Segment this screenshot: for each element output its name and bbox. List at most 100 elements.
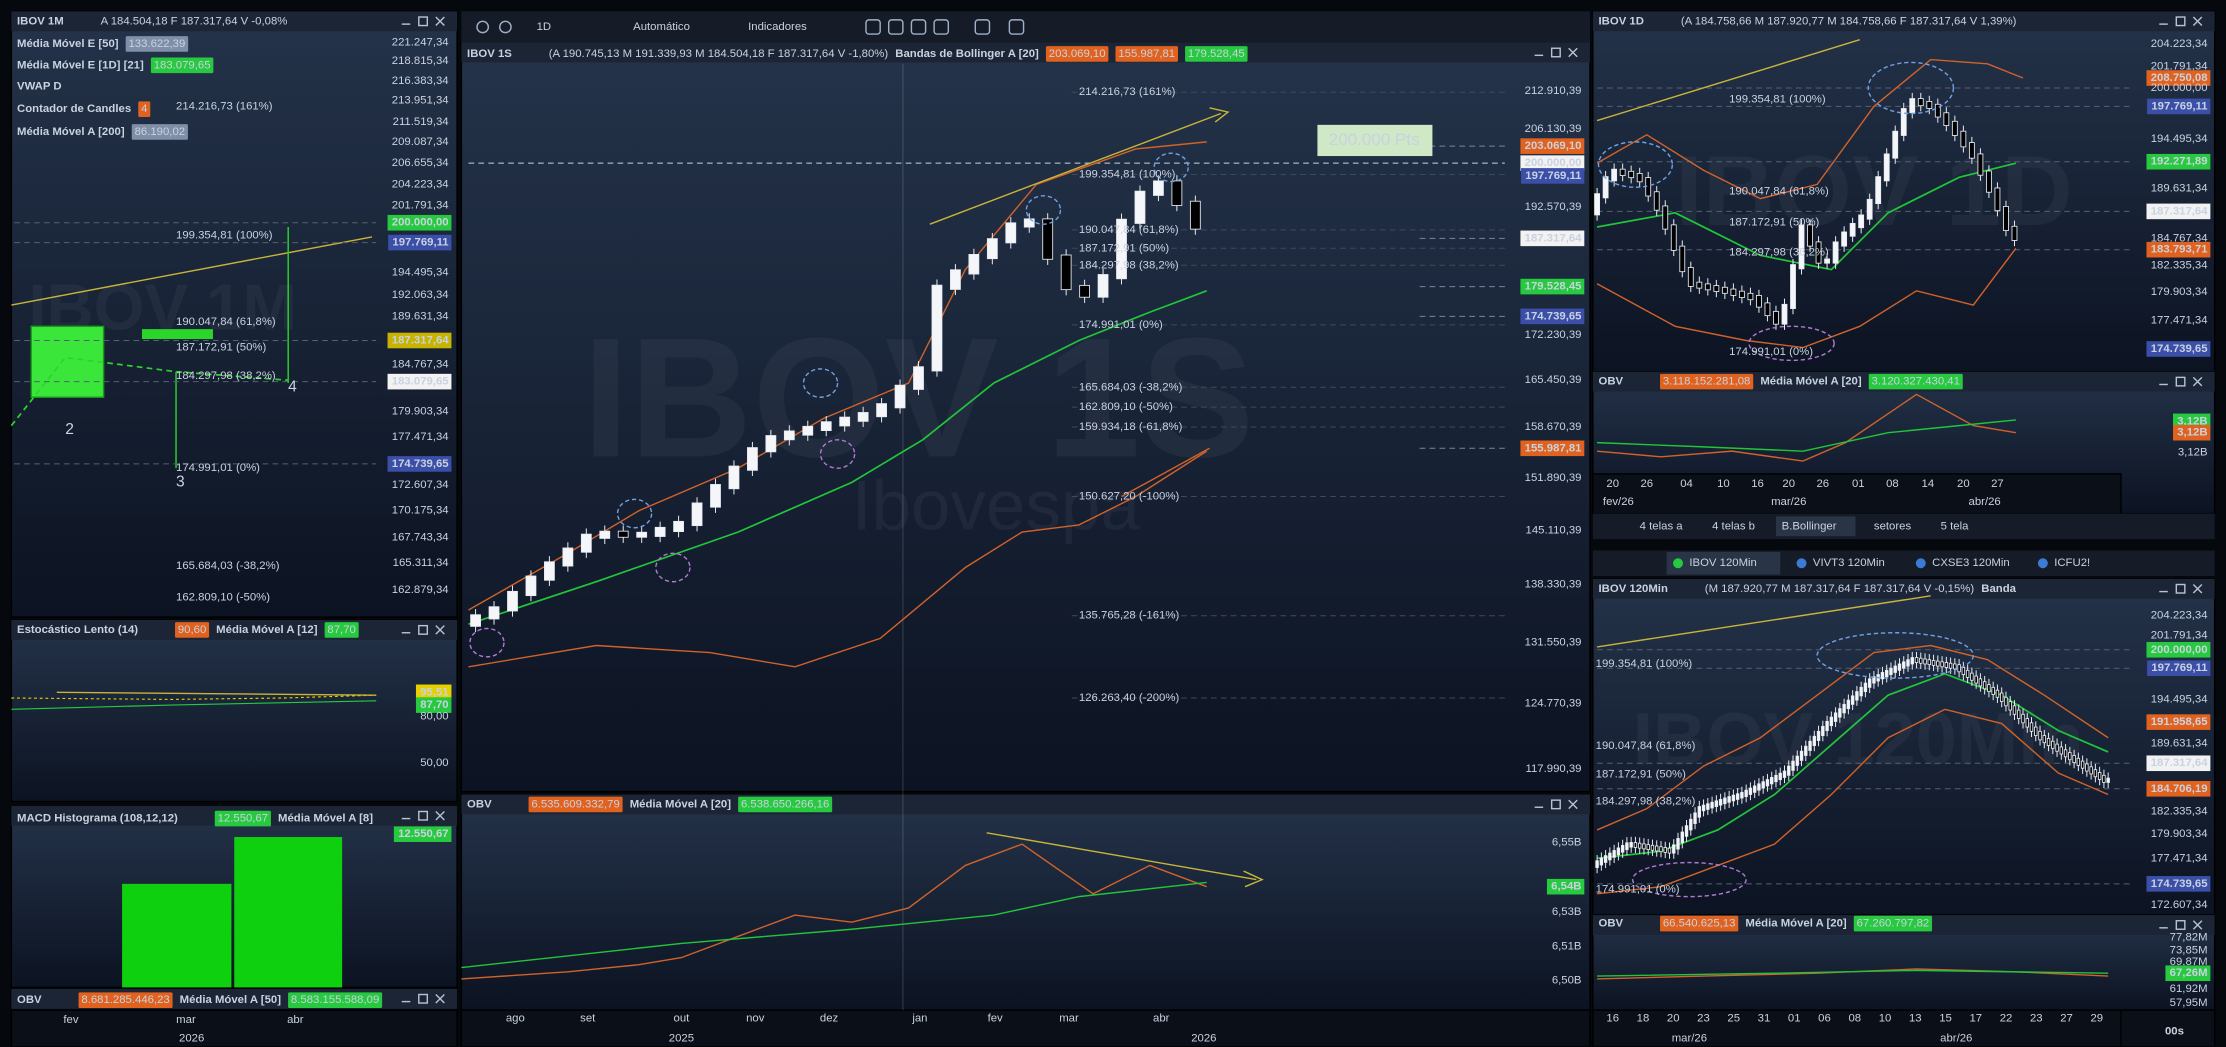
candle bbox=[507, 590, 518, 612]
price-label: 165.450,39 bbox=[1525, 374, 1582, 386]
badge-value: 6.538.650.266,16 bbox=[741, 798, 829, 810]
window-maximize[interactable] bbox=[418, 810, 429, 821]
price-label: 212.910,39 bbox=[1525, 85, 1582, 97]
badge-value: 86.190,02 bbox=[135, 126, 185, 138]
fibonacci-label: 187.172,91 (50%) bbox=[1729, 217, 1819, 229]
time-label: 13 bbox=[1909, 1013, 1922, 1025]
candle bbox=[1697, 806, 1702, 818]
price-label: 61,92M bbox=[2170, 983, 2208, 995]
panel-header-bar bbox=[1592, 578, 2215, 599]
time-label: mar bbox=[176, 1014, 196, 1026]
window-close[interactable] bbox=[2192, 584, 2203, 594]
tool-icon[interactable] bbox=[476, 20, 490, 34]
window-maximize[interactable] bbox=[1550, 47, 1561, 58]
chart-tab[interactable]: CXSE3 120Min bbox=[1932, 557, 2010, 569]
candle bbox=[1812, 735, 1817, 746]
time-label: 23 bbox=[1697, 1013, 1710, 1025]
candle bbox=[783, 430, 795, 441]
window-close[interactable] bbox=[2192, 376, 2203, 387]
candle bbox=[1710, 801, 1714, 809]
candle bbox=[1689, 818, 1693, 831]
candle bbox=[1829, 716, 1834, 727]
toolbar-button[interactable]: Automático bbox=[633, 21, 690, 33]
tool-icon[interactable] bbox=[865, 19, 881, 35]
window-maximize[interactable] bbox=[418, 993, 429, 1004]
time-axis bbox=[460, 1009, 1591, 1047]
tab[interactable]: 4 telas b bbox=[1712, 520, 1755, 532]
time-label: 20 bbox=[1606, 478, 1619, 490]
window-close[interactable] bbox=[2192, 16, 2203, 27]
price-label: 218.815,34 bbox=[392, 55, 449, 67]
chart-tab[interactable]: IBOV 120Min bbox=[1689, 557, 1756, 569]
window-maximize[interactable] bbox=[418, 16, 429, 27]
chart-tab[interactable]: VIVT3 120Min bbox=[1813, 557, 1885, 569]
panel-header: IBOV 1M bbox=[17, 15, 64, 27]
price-label: 138.330,39 bbox=[1525, 579, 1582, 591]
window-close[interactable] bbox=[1568, 47, 1578, 58]
window-maximize[interactable] bbox=[2175, 583, 2186, 594]
candle bbox=[1672, 844, 1676, 854]
trend-line bbox=[929, 112, 1222, 225]
fibonacci-label: 187.172,91 (50%) bbox=[1596, 769, 1686, 781]
badge bbox=[78, 992, 173, 1008]
window-close[interactable] bbox=[435, 810, 445, 821]
candle bbox=[1633, 842, 1638, 848]
obv-average bbox=[1597, 419, 2016, 452]
candle bbox=[1752, 785, 1757, 793]
time-axis bbox=[1592, 1009, 2216, 1047]
window-maximize[interactable] bbox=[2175, 920, 2186, 930]
price-badge bbox=[2146, 70, 2211, 86]
tool-icon[interactable] bbox=[933, 19, 950, 35]
window-maximize[interactable] bbox=[2175, 376, 2186, 387]
fibonacci-label: 199.354,81 (100%) bbox=[1079, 169, 1176, 181]
price-label: 201.791,34 bbox=[2151, 630, 2208, 642]
window-close[interactable] bbox=[2192, 920, 2203, 930]
window-close[interactable] bbox=[435, 625, 445, 635]
time-label: set bbox=[580, 1013, 596, 1025]
tab[interactable]: setores bbox=[1874, 520, 1912, 532]
tool-icon[interactable] bbox=[499, 20, 512, 34]
window-maximize[interactable] bbox=[2175, 16, 2186, 27]
highlight-ellipse bbox=[1748, 325, 1835, 362]
window-close[interactable] bbox=[1568, 799, 1578, 810]
candle bbox=[1625, 842, 1629, 851]
price-badge-label: 187.317,64 bbox=[392, 334, 449, 346]
toolbar-button[interactable]: Indicadores bbox=[748, 21, 807, 33]
candle bbox=[1883, 153, 1890, 182]
candle bbox=[1679, 245, 1686, 273]
window-maximize[interactable] bbox=[1550, 799, 1561, 810]
badge-value: 3.120.327.430,41 bbox=[1872, 376, 1960, 388]
candle bbox=[1662, 205, 1669, 230]
candle bbox=[2003, 205, 2009, 231]
price-label: 3,12B bbox=[2178, 447, 2208, 459]
candle bbox=[950, 269, 961, 290]
tool-icon[interactable] bbox=[974, 19, 991, 35]
candle bbox=[1603, 855, 1608, 863]
window-close[interactable] bbox=[435, 16, 445, 27]
tab[interactable]: 5 tela bbox=[1941, 520, 1969, 532]
price-badge bbox=[2146, 780, 2211, 797]
window-close[interactable] bbox=[435, 994, 445, 1004]
fibonacci-label: 199.354,81 (100%) bbox=[1596, 658, 1693, 670]
candle bbox=[1953, 663, 1957, 670]
tool-icon[interactable] bbox=[1008, 19, 1025, 35]
time-label: 10 bbox=[1717, 478, 1730, 490]
price-label: 124.770,39 bbox=[1525, 698, 1582, 710]
tool-icon[interactable] bbox=[887, 19, 904, 35]
tab[interactable]: B.Bollinger bbox=[1782, 520, 1837, 532]
time-label: 27 bbox=[1991, 478, 2004, 490]
watermark-sub: Ibovespa bbox=[852, 466, 1141, 545]
candle bbox=[617, 530, 629, 538]
candle bbox=[2025, 718, 2029, 728]
tab[interactable]: 4 telas a bbox=[1640, 520, 1684, 532]
time-label: jan bbox=[911, 1013, 927, 1025]
candle bbox=[2080, 760, 2085, 769]
window-maximize[interactable] bbox=[418, 624, 429, 635]
chart-tab[interactable]: ICFU2! bbox=[2054, 557, 2090, 569]
candle bbox=[1855, 691, 1859, 701]
tool-icon[interactable] bbox=[910, 19, 927, 35]
toolbar-button[interactable]: 1D bbox=[537, 21, 552, 33]
stoch-signal bbox=[11, 700, 377, 710]
candle bbox=[1892, 130, 1899, 159]
candle bbox=[1960, 130, 1967, 148]
